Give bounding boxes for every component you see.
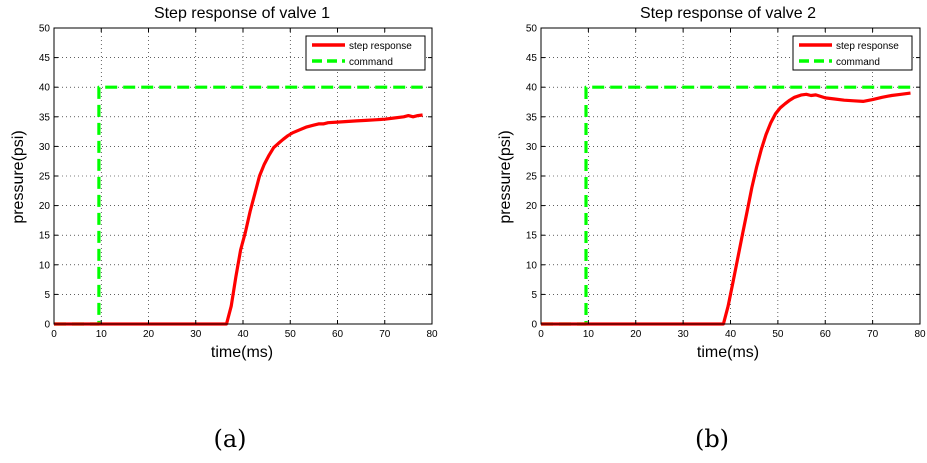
chart-a-xtick-label: 80 (426, 329, 438, 340)
chart-a-xtick-label: 40 (237, 329, 249, 340)
chart-a-ytick-label: 25 (39, 172, 51, 183)
chart-a-legend-box (305, 35, 426, 71)
chart-a-legend-command-label: command (349, 57, 393, 68)
chart-b-xtick-label: 0 (538, 329, 544, 340)
chart-a-ytick-label: 45 (39, 53, 51, 64)
chart-a-xtick-label: 30 (190, 329, 202, 340)
chart-b-xtick-label: 30 (678, 329, 690, 340)
chart-b-ylabel: pressure(psi) (497, 130, 514, 223)
chart-b-xtick-label: 60 (820, 329, 832, 340)
chart-b-title: Step response of valve 2 (640, 5, 816, 22)
chart-b-ytick-label: 0 (531, 320, 537, 331)
chart-b-ytick-label: 10 (526, 260, 538, 271)
chart-a-ytick-label: 15 (39, 231, 51, 242)
chart-a-ytick-label: 10 (39, 260, 51, 271)
chart-a-ytick-label: 35 (39, 112, 51, 123)
chart-a-xtick-label: 70 (379, 329, 391, 340)
chart-a-ytick-label: 5 (44, 290, 50, 301)
chart-a: Step response of valve 1 0 10 20 30 40 50 60 70… (10, 5, 438, 453)
chart-b-xtick-label: 80 (914, 329, 926, 340)
chart-b-plot-area: 0 10 20 30 40 50 60 70 80 0 5 10 15 20 25 30 35 40 45 50 (526, 24, 926, 341)
chart-a-xtick-label: 10 (96, 329, 108, 340)
chart-b-xtick-label: 50 (772, 329, 784, 340)
chart-a-ytick-label: 20 (39, 201, 51, 212)
chart-a-xtick-label: 60 (332, 329, 344, 340)
caption-b: (b) (695, 425, 729, 453)
chart-b-step-response-line (541, 91, 911, 326)
chart-b-ytick-label: 45 (526, 53, 538, 64)
chart-b-legend-response-label: step response (836, 41, 899, 52)
chart-b-ytick-label: 15 (526, 231, 538, 242)
chart-b-ytick-label: 50 (526, 24, 538, 35)
chart-a-title: Step response of valve 1 (154, 5, 330, 22)
chart-a-legend-response-label: step response (349, 41, 412, 52)
chart-a-ytick-label: 40 (39, 83, 51, 94)
chart-b-ytick-label: 35 (526, 112, 538, 123)
chart-b-legend-box (792, 35, 913, 71)
chart-a-ytick-label: 50 (39, 24, 51, 35)
chart-b-xtick-label: 20 (630, 329, 642, 340)
chart-a-ytick-label: 30 (39, 142, 51, 153)
chart-a-step-response-line (54, 113, 423, 326)
chart-b-ytick-label: 30 (526, 142, 538, 153)
chart-b: Step response of valve 2 0 10 20 30 40 50 60 70… (497, 5, 926, 453)
chart-b-xtick-label: 10 (583, 329, 595, 340)
chart-b-xtick-label: 70 (867, 329, 879, 340)
chart-b-ytick-label: 40 (526, 83, 538, 94)
chart-b-ytick-label: 25 (526, 172, 538, 183)
chart-b-legend: step response command (792, 35, 913, 71)
chart-b-legend-command-label: command (836, 57, 880, 68)
chart-a-xtick-label: 20 (143, 329, 155, 340)
chart-b-xtick-label: 40 (725, 329, 737, 340)
caption-a: (a) (213, 425, 246, 453)
chart-a-legend: step response command (305, 35, 426, 71)
chart-a-xlabel: time(ms) (211, 344, 273, 361)
chart-a-xtick-label: 50 (285, 329, 297, 340)
chart-a-xtick-label: 0 (51, 329, 57, 340)
chart-b-xlabel: time(ms) (697, 344, 759, 361)
chart-a-plot-area: 0 10 20 30 40 50 60 70 80 0 5 10 15 20 25 30 35 40 45 50 (39, 24, 438, 341)
chart-b-ytick-label: 5 (531, 290, 537, 301)
chart-b-ytick-label: 20 (526, 201, 538, 212)
chart-a-ylabel: pressure(psi) (10, 130, 27, 223)
chart-a-ytick-label: 0 (44, 320, 50, 331)
